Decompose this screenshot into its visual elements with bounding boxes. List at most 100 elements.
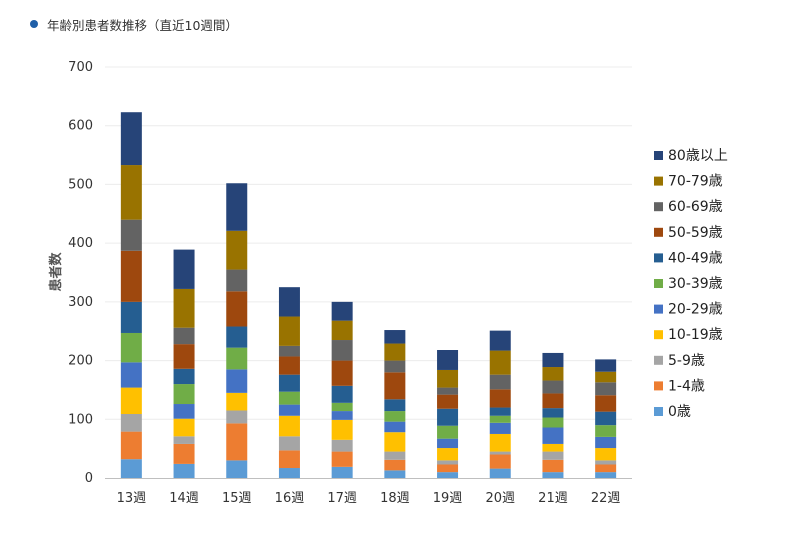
bar-segment <box>384 360 406 373</box>
bar-segment <box>384 459 406 471</box>
bar-segment <box>278 450 300 469</box>
bar-segment <box>595 382 617 396</box>
bar-segment <box>331 411 353 420</box>
bar-segment <box>226 183 248 231</box>
legend-label: 10-19歳 <box>668 327 723 343</box>
bar-segment <box>489 468 511 478</box>
bar-segment <box>331 340 353 361</box>
bar-segment <box>120 301 142 333</box>
bar-segment <box>489 350 511 375</box>
bar-segment <box>489 433 511 452</box>
bar-segment <box>489 422 511 434</box>
bar-segment <box>437 438 459 449</box>
bar-segment <box>542 393 564 409</box>
bar-segment <box>278 468 300 478</box>
bar-segment <box>384 411 406 422</box>
x-tick-label: 18週 <box>380 491 410 506</box>
bar-segment <box>226 369 248 393</box>
bar-segment <box>278 415 300 437</box>
y-tick-label: 300 <box>68 295 93 310</box>
bar-segment <box>437 448 459 461</box>
bar-segment <box>331 301 353 321</box>
bars <box>120 112 617 478</box>
bar-segment <box>278 374 300 392</box>
bar-segment <box>226 392 248 411</box>
y-tick-label: 700 <box>68 60 93 75</box>
bar-segment <box>542 408 564 418</box>
x-tick-label: 15週 <box>222 491 252 506</box>
y-axis-label: 患者数 <box>48 252 64 292</box>
bar-segment <box>120 250 142 302</box>
bar-segment <box>384 421 406 433</box>
bar-segment <box>226 423 248 461</box>
bar-segment <box>226 230 248 270</box>
x-tick-label: 20週 <box>485 491 515 506</box>
legend: 80歳以上 70-79歳 60-69歳 50-59歳 40-49歳 30-39歳 20-29… <box>654 148 728 420</box>
bar-segment <box>595 371 617 383</box>
bar-segment <box>384 330 406 344</box>
bar-segment <box>331 320 353 341</box>
bar-segment <box>331 402 353 412</box>
bar-segment <box>278 436 300 451</box>
bar-segment <box>331 451 353 467</box>
bar-segment <box>437 408 459 426</box>
legend-swatch <box>654 253 663 263</box>
bar-segment <box>489 451 511 455</box>
legend-swatch <box>654 227 663 237</box>
bar-segment <box>120 362 142 388</box>
chart-header: 年齢別患者数推移（直近10週間） <box>30 14 238 34</box>
bar-segment <box>542 367 564 381</box>
bar-segment <box>542 443 564 452</box>
bar-segment <box>542 459 564 473</box>
bar-segment <box>120 431 142 460</box>
bar-segment <box>437 394 459 409</box>
bar-segment <box>173 344 195 369</box>
bar-segment <box>437 460 459 465</box>
bar-segment <box>331 360 353 386</box>
bar-segment <box>226 460 248 478</box>
bar-segment <box>595 411 617 426</box>
bar-segment <box>278 391 300 405</box>
bar-segment <box>331 466 353 478</box>
bar-segment <box>542 352 564 368</box>
legend-swatch <box>654 330 663 340</box>
bar-segment <box>437 464 459 473</box>
bar-segment <box>595 425 617 437</box>
bar-segment <box>173 384 195 405</box>
bar-segment <box>120 332 142 363</box>
bullet-icon <box>30 20 38 28</box>
bar-segment <box>173 436 195 444</box>
legend-swatch <box>654 279 663 288</box>
bar-segment <box>489 454 511 469</box>
x-axis: 13週 14週 15週 16週 17週 18週 19週 20週 21週 22週 <box>105 478 632 506</box>
bar-segment <box>331 419 353 440</box>
bar-segment <box>542 380 564 394</box>
bar-segment <box>278 287 300 317</box>
x-tick-label: 16週 <box>275 491 305 506</box>
bar-segment <box>489 330 511 351</box>
legend-label: 40-49歳 <box>668 250 723 266</box>
bar-segment <box>173 288 195 328</box>
x-tick-label: 19週 <box>433 491 463 506</box>
bar-segment <box>595 436 617 449</box>
bar-segment <box>542 427 564 444</box>
legend-label: 70-79歳 <box>668 174 723 190</box>
bar-segment <box>278 404 300 416</box>
y-tick-label: 400 <box>68 236 93 251</box>
bar-segment <box>595 460 617 465</box>
y-tick-label: 0 <box>85 471 93 486</box>
bar-segment <box>120 387 142 415</box>
legend-label: 30-39歳 <box>668 276 723 292</box>
bar-segment <box>437 369 459 388</box>
bar-segment <box>542 451 564 460</box>
legend-swatch <box>654 355 663 365</box>
x-tick-label: 17週 <box>327 491 357 506</box>
legend-swatch <box>654 176 663 186</box>
bar-segment <box>278 356 300 375</box>
bar-segment <box>437 387 459 395</box>
bar-segment <box>120 112 142 166</box>
legend-label: 80歳以上 <box>668 148 728 164</box>
y-tick-label: 500 <box>68 177 93 192</box>
bar-segment <box>437 472 459 478</box>
